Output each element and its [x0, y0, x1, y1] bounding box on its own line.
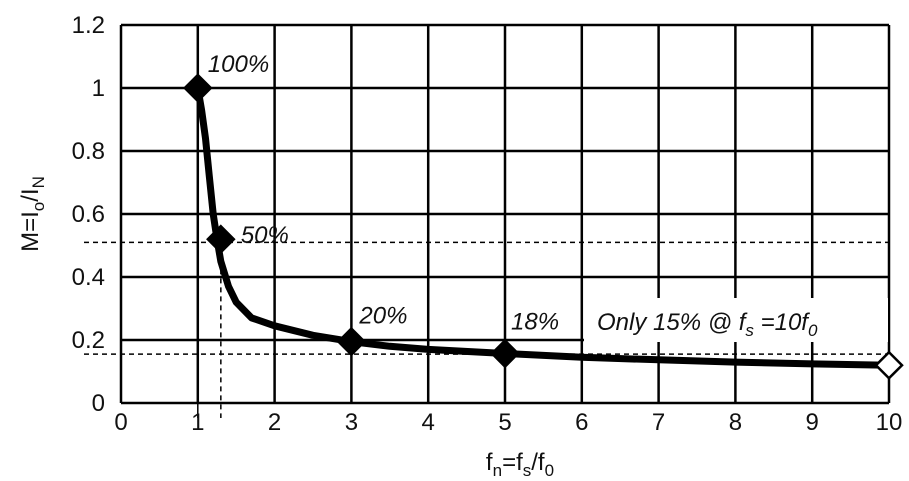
- data-point-marker: [336, 326, 367, 357]
- data-label: 50%: [241, 222, 289, 249]
- x-tick-label: 9: [806, 409, 819, 436]
- x-tick-label: 1: [191, 409, 204, 436]
- tick-labels: 0 0.2 0.4 0.6 0.8 1 1.2 0 1 2 3 4 5 6 7 8 9 10: [72, 12, 903, 436]
- y-tick-label: 0.4: [72, 264, 105, 291]
- x-tick-label: 7: [652, 409, 665, 436]
- x-tick-label: 10: [876, 409, 903, 436]
- data-point-marker: [490, 338, 520, 369]
- y-tick-label: 0: [92, 390, 105, 417]
- x-tick-label: 3: [345, 409, 358, 436]
- annotation-box: [584, 298, 888, 342]
- x-axis-label: fn=fs/f0: [486, 449, 554, 480]
- data-point-marker: [183, 73, 213, 103]
- x-tick-label: 8: [729, 409, 742, 436]
- data-label: 100%: [208, 51, 269, 78]
- y-axis-label: M=Io/IN: [17, 176, 48, 252]
- data-label: 18%: [511, 309, 559, 336]
- grid: [119, 23, 891, 405]
- markers: [183, 73, 904, 380]
- data-point-marker: [874, 350, 904, 380]
- x-tick-label: 4: [422, 409, 435, 436]
- y-tick-label: 0.8: [72, 138, 105, 165]
- y-tick-label: 1: [92, 75, 105, 102]
- x-tick-label: 6: [575, 409, 588, 436]
- series-line: [194, 84, 893, 369]
- y-tick-label: 0.6: [72, 201, 105, 228]
- y-tick-label: 0.2: [72, 327, 105, 354]
- data-point-marker: [206, 224, 236, 254]
- x-tick-label: 5: [498, 409, 511, 436]
- x-tick-label: 2: [268, 409, 281, 436]
- marker-labels: 100% 50% 20% 18%: [208, 51, 559, 336]
- curve-layer: [194, 84, 893, 369]
- x-tick-label: 0: [114, 409, 127, 436]
- data-label: 20%: [358, 303, 407, 330]
- y-tick-label: 1.2: [72, 12, 105, 39]
- annotation-note: Only 15% @ fs =10f0: [597, 309, 818, 340]
